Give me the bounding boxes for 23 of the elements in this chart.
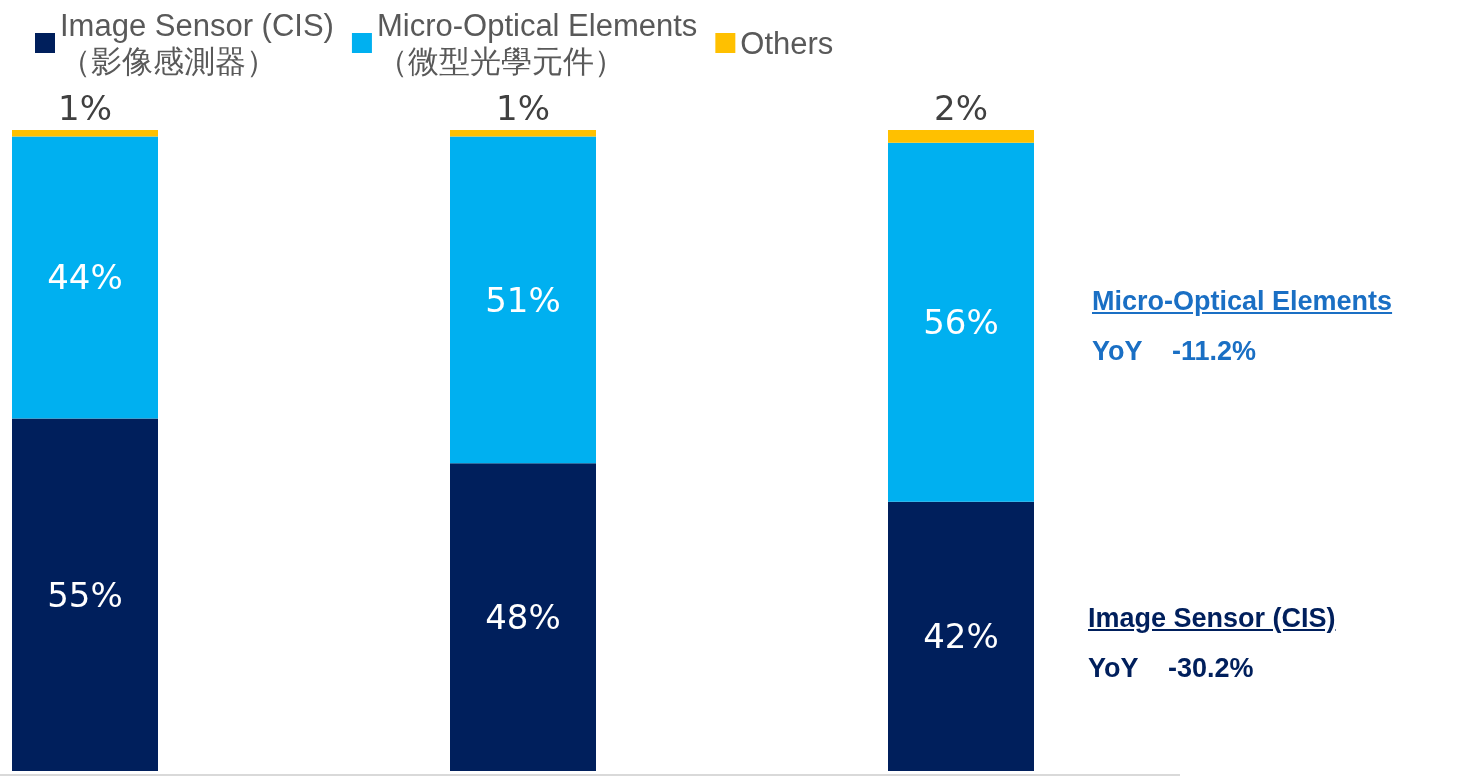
legend-label: Image Sensor (CIS) （影像感測器） xyxy=(60,7,334,79)
data-label: 44% xyxy=(47,257,123,298)
bar xyxy=(12,136,158,419)
data-label: 56% xyxy=(923,302,999,343)
legend-label: Micro-Optical Elements （微型光學元件） xyxy=(376,7,698,79)
bar xyxy=(12,130,158,137)
annotation: Image Sensor (CIS) YoY -30.2% xyxy=(1088,602,1336,685)
bar xyxy=(450,463,596,771)
annotation: Micro-Optical Elements YoY -11.2% xyxy=(1092,285,1393,368)
bar xyxy=(450,136,596,464)
data-label: 1% xyxy=(496,88,550,128)
data-label: 48% xyxy=(485,597,561,638)
bar xyxy=(888,142,1034,502)
bar xyxy=(888,130,1034,143)
legend-label: Others xyxy=(740,25,834,61)
bar xyxy=(12,418,158,771)
data-label: 55% xyxy=(47,574,123,615)
bar xyxy=(450,130,596,137)
data-label: 1% xyxy=(58,88,112,128)
data-label: 51% xyxy=(485,279,561,320)
data-label: 42% xyxy=(923,616,999,657)
data-label: 2% xyxy=(934,88,988,128)
bar xyxy=(888,501,1034,771)
